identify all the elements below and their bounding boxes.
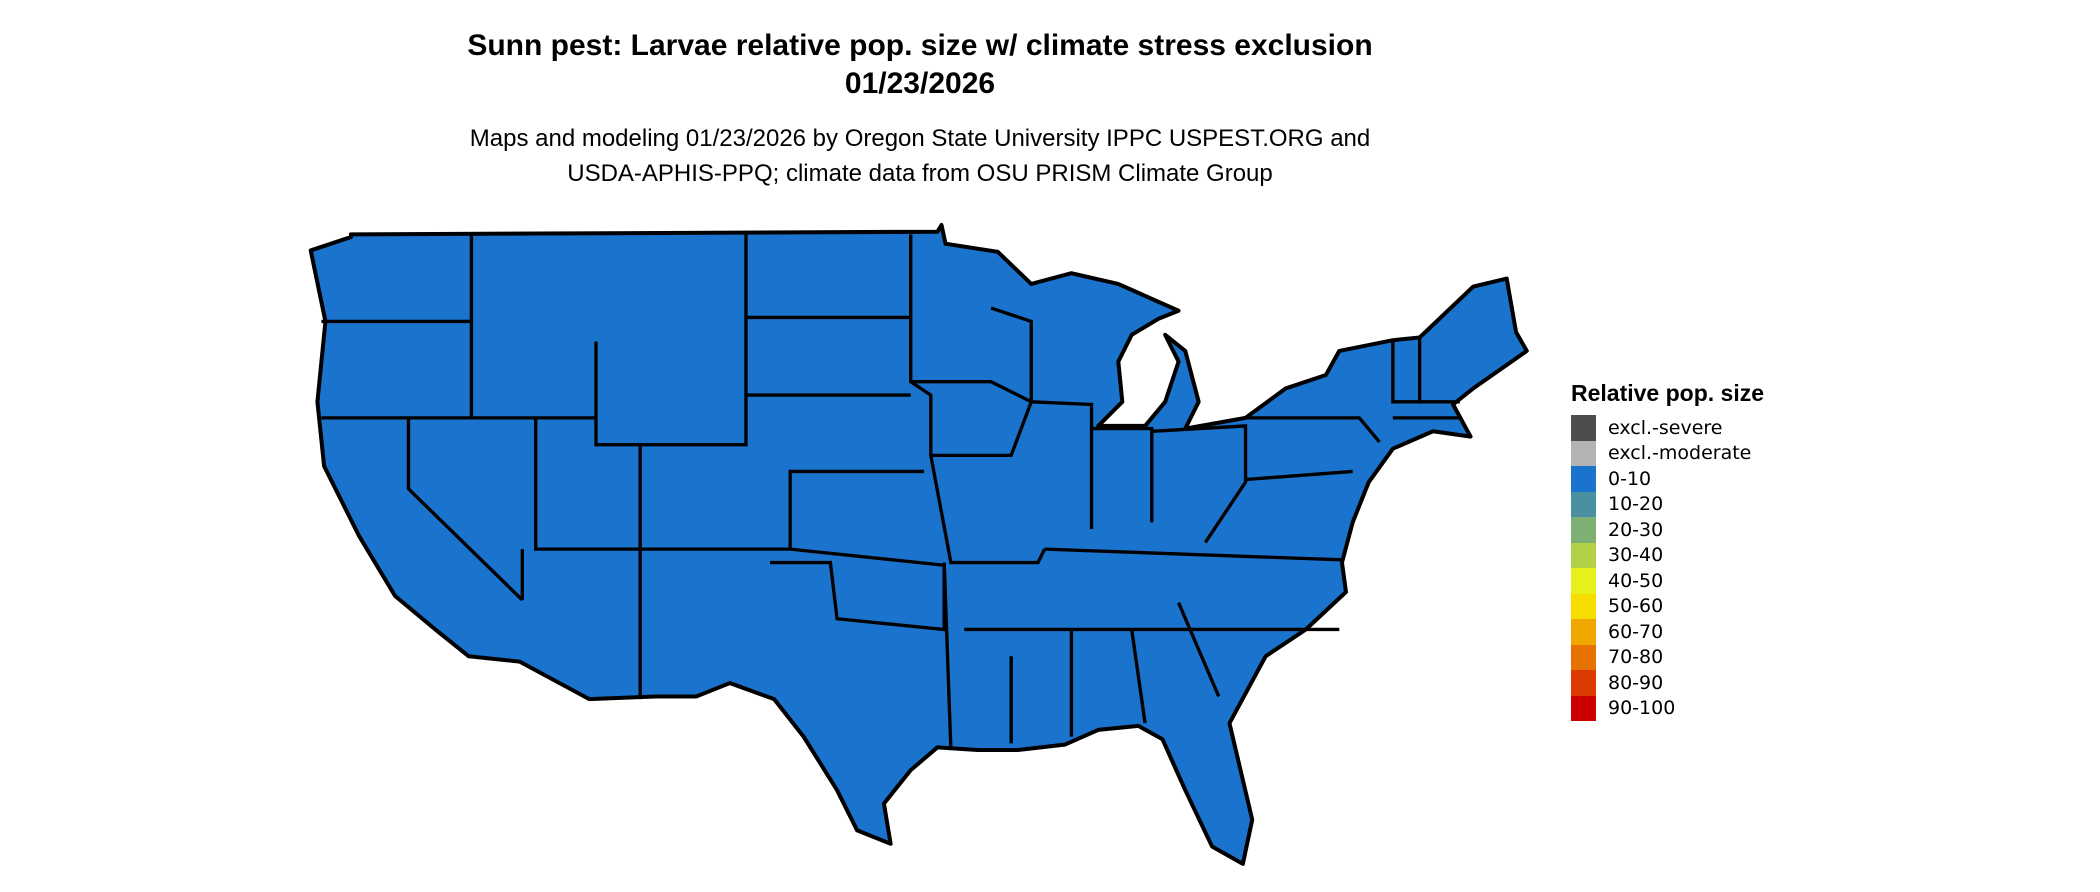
legend-item: 90-100	[1571, 695, 1764, 721]
legend-swatch	[1571, 593, 1596, 619]
legend-item: 0-10	[1571, 466, 1764, 492]
legend-swatch	[1571, 619, 1596, 645]
conus-outline	[308, 223, 1529, 866]
map-title-date: 01/23/2026	[844, 67, 996, 100]
legend-label: 40-50	[1608, 569, 1664, 592]
legend-label: 0-10	[1608, 467, 1652, 490]
legend-item: 30-40	[1571, 542, 1764, 568]
legend-label: 20-30	[1608, 518, 1664, 541]
legend-label: 30-40	[1608, 544, 1664, 567]
legend-item: 20-30	[1571, 517, 1764, 543]
legend-item: 40-50	[1571, 568, 1764, 594]
legend-item: 10-20	[1571, 491, 1764, 517]
map-title: Sunn pest: Larvae relative pop. size w/ …	[467, 29, 1373, 62]
legend-swatch	[1571, 440, 1596, 466]
map-subtitle: Maps and modeling 01/23/2026 by Oregon S…	[469, 125, 1371, 152]
legend-item: excl.-severe	[1571, 415, 1764, 441]
legend-swatch	[1571, 491, 1596, 517]
legend-label: 60-70	[1608, 620, 1664, 643]
legend-label: 10-20	[1608, 493, 1664, 516]
legend-label: excl.-severe	[1608, 416, 1723, 439]
legend-item: 80-90	[1571, 670, 1764, 696]
legend-swatch	[1571, 466, 1596, 492]
legend-item: 70-80	[1571, 644, 1764, 670]
legend-item: 50-60	[1571, 593, 1764, 619]
legend: Relative pop. size excl.-severe excl.-mod…	[1571, 380, 1764, 721]
legend-label: 90-100	[1608, 697, 1676, 720]
legend-item: 60-70	[1571, 619, 1764, 645]
state-borders	[321, 234, 1460, 751]
map-subtitle-line2: USDA-APHIS-PPQ; climate data from OSU PR…	[567, 160, 1273, 187]
legend-label: 50-60	[1608, 595, 1664, 618]
legend-label: excl.-moderate	[1608, 442, 1752, 465]
legend-label: 80-90	[1608, 671, 1664, 694]
legend-swatch	[1571, 644, 1596, 670]
legend-swatch	[1571, 517, 1596, 543]
legend-title: Relative pop. size	[1571, 380, 1765, 406]
legend-swatch	[1571, 670, 1596, 696]
legend-item: excl.-moderate	[1571, 440, 1764, 466]
legend-swatch	[1571, 415, 1596, 441]
legend-label: 70-80	[1608, 646, 1664, 669]
legend-swatch	[1571, 568, 1596, 594]
legend-swatch	[1571, 695, 1596, 721]
legend-swatch	[1571, 542, 1596, 568]
